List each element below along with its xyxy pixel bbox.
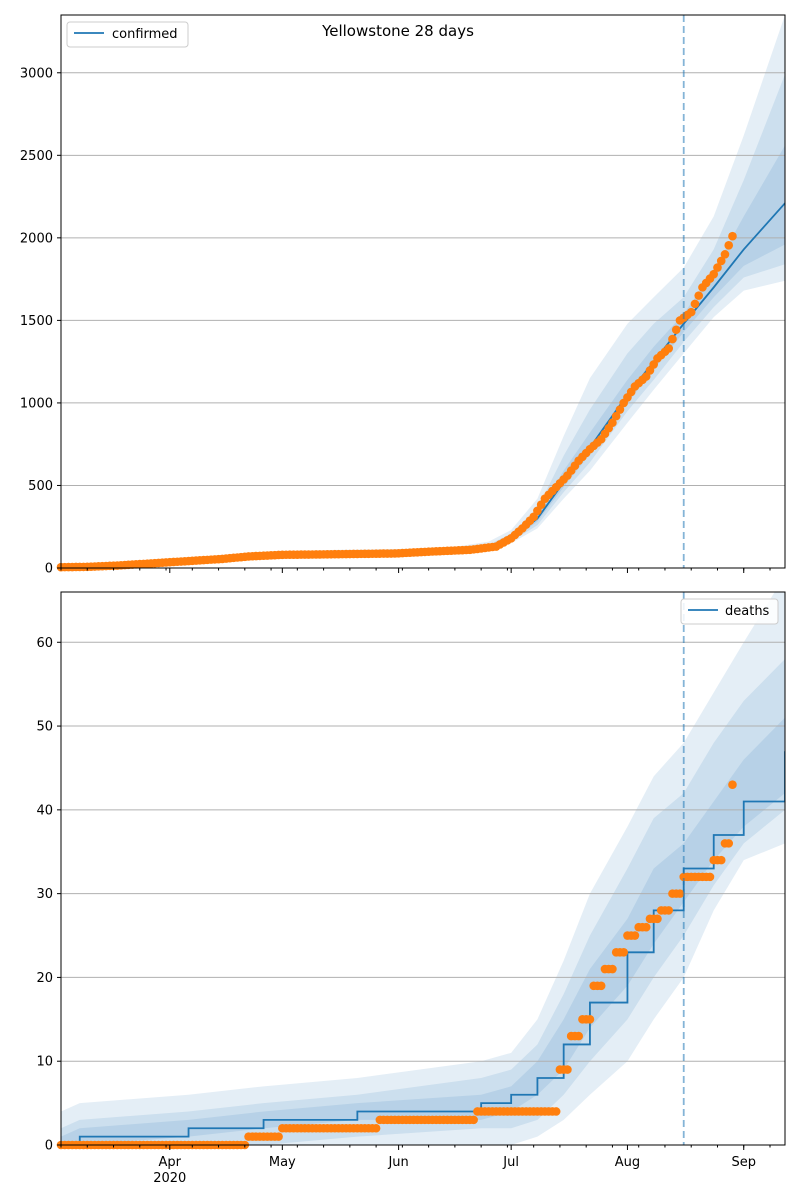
xtick-label: Jul <box>502 1155 519 1170</box>
xtick-label: Sep <box>731 1155 756 1170</box>
confirmed-observed-point <box>615 405 625 414</box>
deaths-observed-point <box>274 1132 283 1141</box>
confirmed-observed-point <box>728 231 737 241</box>
deaths-observed-point <box>716 855 726 865</box>
deaths-ytick-label: 20 <box>36 971 53 986</box>
deaths-ytick-label: 0 <box>45 1139 53 1154</box>
deaths-ytick-label: 60 <box>36 636 53 651</box>
confirmed-observed-points <box>56 231 737 572</box>
deaths-observed-point <box>469 1115 478 1125</box>
confirmed-legend: confirmed <box>66 21 189 48</box>
confirmed-ytick-label: 500 <box>28 479 53 494</box>
deaths-observed-point <box>551 1107 561 1116</box>
xtick-year-label: 2020 <box>153 1171 186 1186</box>
confirmed-panel: 0 500 1000 1500 2000 2500 3000 confirmed Yello… <box>20 14 786 577</box>
deaths-model-line <box>61 751 785 1145</box>
deaths-observed-point <box>641 922 651 932</box>
confirmed-observed-point <box>716 256 726 266</box>
deaths-uncertainty-bands <box>61 592 785 1145</box>
confirmed-observed-point <box>664 344 674 353</box>
confirmed-ytick-label: 2000 <box>20 231 53 246</box>
deaths-band-2 <box>61 717 785 1145</box>
confirmed-observed-point <box>724 240 734 250</box>
confirmed-observed-point <box>608 418 617 428</box>
confirmed-model-path <box>61 202 785 568</box>
deaths-observed-point <box>563 1065 572 1074</box>
deaths-ytick-label: 50 <box>36 720 53 735</box>
deaths-band-1 <box>61 659 785 1145</box>
deaths-observed-point <box>675 889 685 898</box>
xtick-label: Aug <box>615 1155 640 1170</box>
deaths-legend: deaths <box>680 598 779 625</box>
confirmed-model-line <box>61 202 785 568</box>
legend-label-confirmed: confirmed <box>112 27 178 42</box>
confirmed-observed-point <box>686 307 696 317</box>
deaths-band-0 <box>61 592 785 1145</box>
confirmed-ytick-label: 1000 <box>20 396 53 411</box>
confirmed-axes: 0 500 1000 1500 2000 2500 3000 <box>20 14 786 577</box>
deaths-observed-point <box>596 981 606 991</box>
deaths-observed-point <box>574 1031 583 1041</box>
deaths-observed-point <box>728 780 737 790</box>
confirmed-observed-point <box>671 325 681 335</box>
deaths-model-path <box>61 751 785 1145</box>
deaths-ytick-label: 10 <box>36 1055 53 1070</box>
confirmed-observed-point <box>713 263 722 272</box>
confirmed-observed-point <box>694 291 704 300</box>
legend-label-deaths: deaths <box>725 604 770 619</box>
deaths-observed-point <box>585 1015 595 1024</box>
deaths-axes-frame <box>60 591 786 1146</box>
xtick-label: May <box>269 1155 296 1170</box>
xtick-label: Apr <box>159 1155 182 1170</box>
confirmed-axes-frame <box>60 14 786 569</box>
confirmed-ytick-label: 3000 <box>20 66 53 81</box>
confirmed-ytick-label: 2500 <box>20 149 53 164</box>
confirmed-observed-point <box>668 334 677 344</box>
confirmed-observed-point <box>720 250 730 259</box>
deaths-gridlines <box>61 641 785 1062</box>
confirmed-ytick-label: 0 <box>45 562 53 577</box>
deaths-ytick-label: 40 <box>36 803 53 818</box>
xtick-label: Jun <box>387 1155 408 1170</box>
deaths-observed-point <box>653 914 662 924</box>
deaths-observed-point <box>630 931 640 940</box>
confirmed-ytick-label: 1500 <box>20 314 53 329</box>
confirmed-gridlines <box>61 72 785 486</box>
confirmed-observed-point <box>611 411 621 421</box>
deaths-observed-point <box>705 872 715 882</box>
deaths-observed-point <box>664 906 674 915</box>
deaths-ytick-label: 30 <box>36 887 53 902</box>
chart-title: Yellowstone 28 days <box>321 22 474 40</box>
deaths-observed-point <box>724 839 734 848</box>
confirmed-observed-point <box>709 269 719 279</box>
deaths-observed-point <box>608 964 617 974</box>
deaths-observed-point <box>619 947 628 957</box>
confirmed-observed-point <box>690 299 700 309</box>
deaths-observed-point <box>371 1123 381 1133</box>
